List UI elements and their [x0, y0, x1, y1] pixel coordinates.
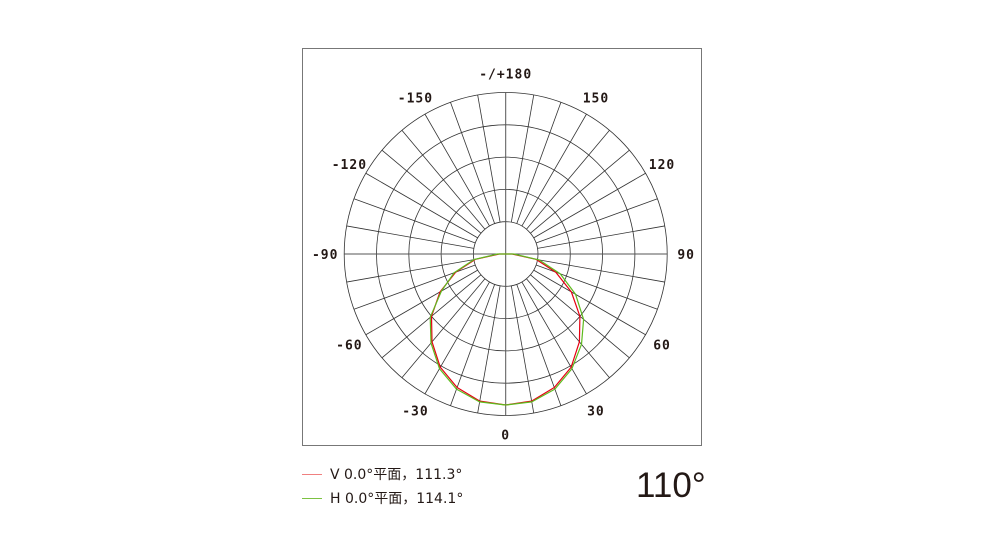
legend-label-h: H 0.0°平面，114.1°: [330, 491, 464, 507]
legend-item-h: H 0.0°平面，114.1°: [302, 488, 463, 508]
grid-spoke: [516, 284, 562, 406]
grid-spoke: [346, 259, 474, 283]
grid-spoke: [530, 149, 630, 234]
grid-spoke: [521, 113, 587, 227]
beam-angle: 110°: [636, 466, 706, 505]
grid-spoke: [537, 225, 665, 249]
grid-spoke: [381, 149, 482, 234]
angle-label: -60: [336, 338, 362, 353]
grid-spoke: [526, 278, 610, 378]
grid-spoke: [346, 225, 474, 249]
grid-spoke: [401, 130, 486, 230]
angle-label: 90: [677, 248, 695, 263]
angle-label: 60: [653, 338, 671, 353]
angle-label: -120: [332, 158, 367, 173]
grid-spoke: [535, 198, 658, 244]
grid-spoke: [537, 259, 665, 283]
grid-spoke: [521, 281, 587, 395]
grid-spoke: [510, 94, 535, 223]
grid-spoke: [533, 269, 646, 336]
grid-spoke: [510, 285, 535, 414]
grid-spoke: [424, 281, 490, 395]
grid-spoke: [424, 113, 490, 227]
angle-label: -90: [312, 248, 338, 263]
legend-swatch-h: [302, 497, 322, 499]
grid-spoke: [533, 172, 646, 239]
grid-spoke: [365, 269, 478, 336]
grid-spoke: [450, 284, 496, 406]
grid-spoke: [401, 278, 486, 378]
chart-frame: [302, 48, 702, 446]
curves: [429, 253, 585, 406]
grid-spoke: [477, 94, 501, 223]
legend-swatch-v: [302, 473, 322, 475]
legend-item-v: V 0.0°平面，111.3°: [302, 464, 462, 484]
angle-labels: -/+180 150 -150 120 -120 90 -90 60 -60 30 -30 0: [312, 68, 695, 444]
angle-label: 120: [649, 158, 675, 173]
grid-spoke: [450, 102, 496, 224]
grid-spoke: [353, 198, 476, 244]
grid-spoke: [516, 102, 562, 224]
angle-label: -30: [402, 404, 428, 419]
angle-label: -150: [398, 92, 433, 107]
angle-label: 30: [587, 404, 605, 419]
series-curve-h: [429, 253, 585, 406]
angle-label: 150: [583, 92, 609, 107]
angle-label: -/+180: [479, 68, 532, 83]
grid-spoke: [526, 130, 610, 230]
grid-spoke: [477, 285, 501, 414]
legend-label-v: V 0.0°平面，111.3°: [330, 467, 463, 483]
grid-spoke: [365, 172, 478, 239]
angle-label: 0: [501, 429, 510, 444]
